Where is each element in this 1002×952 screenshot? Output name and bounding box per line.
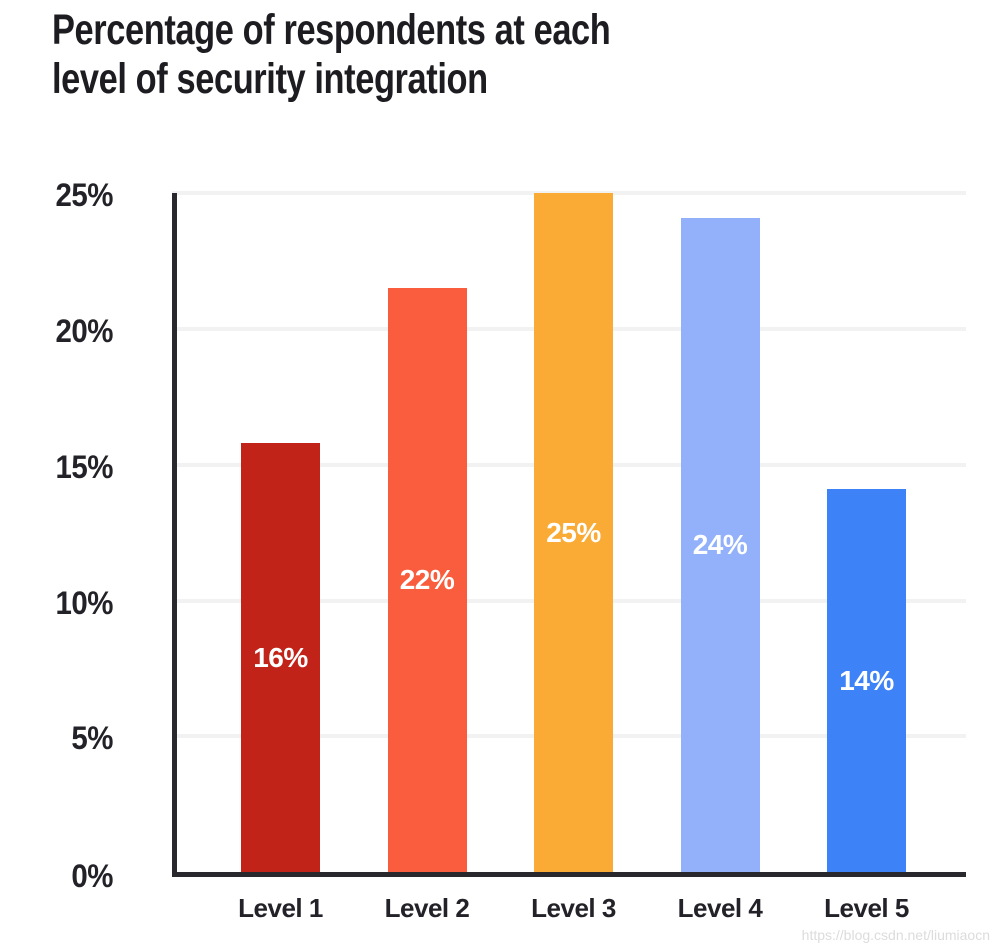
bar-value-label: 14%: [839, 664, 894, 696]
y-tick-label-10pct: 10%: [55, 584, 113, 621]
x-tick-label-level-3: Level 3: [531, 893, 616, 923]
x-tick-label-level-4: Level 4: [677, 893, 763, 923]
chart-title: Percentage of respondents at each level …: [52, 6, 611, 103]
bar-level-5: 14%: [827, 489, 906, 872]
x-tick-label-level-2: Level 2: [384, 893, 470, 923]
bar-level-2: 22%: [387, 288, 467, 872]
bar-value-label: 16%: [253, 641, 308, 673]
x-axis-line: [172, 872, 966, 877]
bar-value-label: 25%: [546, 516, 601, 548]
bar-level-1: 16%: [241, 443, 320, 872]
y-tick-label-5pct: 5%: [71, 720, 113, 757]
x-tick-label-level-5: Level 5: [824, 893, 909, 923]
y-tick-label-15pct: 15%: [55, 448, 113, 485]
y-tick-label-20pct: 20%: [55, 313, 113, 349]
bar-level-3: 25%: [534, 193, 613, 872]
watermark: https://blog.csdn.net/liumiaocn: [801, 927, 990, 943]
x-tick-label-level-1: Level 1: [238, 893, 323, 923]
y-tick-label-25pct: 25%: [55, 177, 113, 214]
bar-level-4: 24%: [680, 217, 760, 872]
bar-value-label: 22%: [399, 564, 455, 596]
y-axis-line: [172, 193, 177, 877]
y-tick-label-0pct: 0%: [71, 858, 113, 894]
bar-value-label: 24%: [692, 528, 748, 560]
